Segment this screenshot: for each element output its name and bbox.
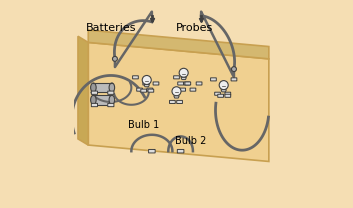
- FancyBboxPatch shape: [153, 82, 159, 85]
- Text: Bulb 2: Bulb 2: [175, 136, 207, 146]
- Polygon shape: [88, 30, 269, 59]
- FancyBboxPatch shape: [148, 89, 154, 92]
- FancyBboxPatch shape: [108, 103, 114, 107]
- Polygon shape: [181, 77, 186, 80]
- FancyBboxPatch shape: [215, 92, 220, 95]
- Polygon shape: [78, 36, 88, 145]
- Polygon shape: [144, 84, 149, 87]
- FancyBboxPatch shape: [178, 82, 184, 85]
- Ellipse shape: [91, 83, 96, 92]
- Circle shape: [142, 76, 151, 84]
- FancyBboxPatch shape: [143, 82, 149, 85]
- Text: Bulb 1: Bulb 1: [128, 120, 159, 130]
- FancyBboxPatch shape: [225, 92, 231, 95]
- FancyBboxPatch shape: [91, 91, 97, 94]
- FancyBboxPatch shape: [149, 150, 155, 153]
- FancyBboxPatch shape: [169, 100, 175, 104]
- Ellipse shape: [109, 95, 115, 104]
- Text: Probes: Probes: [176, 23, 214, 33]
- FancyBboxPatch shape: [137, 88, 142, 91]
- FancyBboxPatch shape: [177, 150, 184, 153]
- FancyBboxPatch shape: [133, 76, 138, 79]
- FancyBboxPatch shape: [225, 94, 231, 97]
- FancyBboxPatch shape: [218, 94, 223, 97]
- FancyBboxPatch shape: [184, 82, 190, 85]
- Polygon shape: [94, 95, 112, 104]
- Text: Batteries: Batteries: [85, 23, 136, 33]
- FancyBboxPatch shape: [177, 100, 183, 104]
- FancyBboxPatch shape: [141, 89, 146, 92]
- Circle shape: [232, 67, 237, 72]
- FancyBboxPatch shape: [231, 78, 237, 81]
- FancyBboxPatch shape: [180, 88, 186, 91]
- Polygon shape: [174, 96, 179, 98]
- Circle shape: [219, 81, 228, 90]
- Circle shape: [172, 87, 181, 96]
- FancyBboxPatch shape: [221, 82, 227, 85]
- Polygon shape: [94, 83, 112, 92]
- FancyBboxPatch shape: [91, 103, 97, 107]
- Polygon shape: [221, 90, 226, 92]
- Circle shape: [113, 56, 118, 61]
- FancyBboxPatch shape: [185, 82, 191, 85]
- Circle shape: [179, 68, 188, 77]
- FancyBboxPatch shape: [211, 78, 216, 81]
- FancyBboxPatch shape: [108, 91, 114, 94]
- Ellipse shape: [109, 83, 115, 92]
- FancyBboxPatch shape: [190, 88, 196, 91]
- FancyBboxPatch shape: [196, 82, 202, 85]
- FancyBboxPatch shape: [147, 88, 153, 91]
- Ellipse shape: [91, 95, 96, 104]
- Polygon shape: [88, 42, 269, 161]
- FancyBboxPatch shape: [174, 76, 179, 79]
